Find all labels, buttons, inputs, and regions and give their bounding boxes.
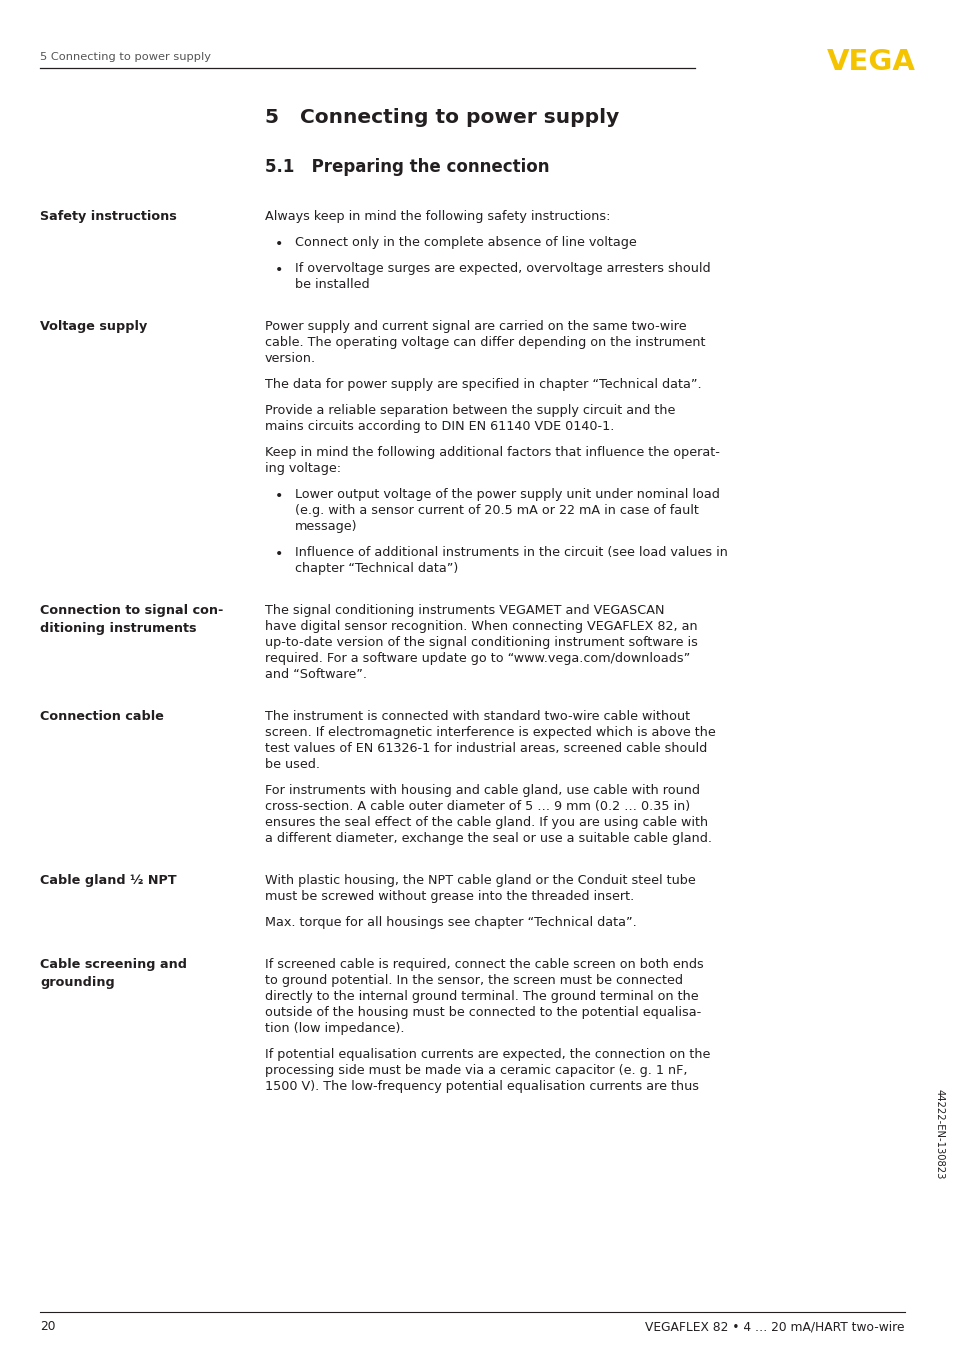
Text: (e.g. with a sensor current of 20.5 mA or 22 mA in case of fault: (e.g. with a sensor current of 20.5 mA o… [294, 504, 699, 517]
Text: must be screwed without grease into the threaded insert.: must be screwed without grease into the … [265, 890, 634, 903]
Text: and “Software”.: and “Software”. [265, 668, 367, 681]
Text: VEGA: VEGA [826, 47, 915, 76]
Text: processing side must be made via a ceramic capacitor (e. g. 1 nF,: processing side must be made via a ceram… [265, 1064, 687, 1076]
Text: VEGAFLEX 82 • 4 … 20 mA/HART two-wire: VEGAFLEX 82 • 4 … 20 mA/HART two-wire [645, 1320, 904, 1332]
Text: Connection cable: Connection cable [40, 709, 164, 723]
Text: chapter “Technical data”): chapter “Technical data”) [294, 562, 457, 575]
Text: Voltage supply: Voltage supply [40, 320, 147, 333]
Text: Influence of additional instruments in the circuit (see load values in: Influence of additional instruments in t… [294, 546, 727, 559]
Text: •: • [274, 263, 283, 278]
Text: be installed: be installed [294, 278, 369, 291]
Text: Lower output voltage of the power supply unit under nominal load: Lower output voltage of the power supply… [294, 487, 720, 501]
Text: •: • [274, 237, 283, 250]
Text: ensures the seal effect of the cable gland. If you are using cable with: ensures the seal effect of the cable gla… [265, 816, 707, 829]
Text: outside of the housing must be connected to the potential equalisa-: outside of the housing must be connected… [265, 1006, 700, 1020]
Text: Connect only in the complete absence of line voltage: Connect only in the complete absence of … [294, 236, 636, 249]
Text: 1500 V). The low-frequency potential equalisation currents are thus: 1500 V). The low-frequency potential equ… [265, 1080, 699, 1093]
Text: Power supply and current signal are carried on the same two-wire: Power supply and current signal are carr… [265, 320, 686, 333]
Text: required. For a software update go to “www.vega.com/downloads”: required. For a software update go to “w… [265, 653, 690, 665]
Text: have digital sensor recognition. When connecting VEGAFLEX 82, an: have digital sensor recognition. When co… [265, 620, 697, 634]
Text: •: • [274, 489, 283, 502]
Text: 5 Connecting to power supply: 5 Connecting to power supply [40, 51, 211, 62]
Text: Cable gland ½ NPT: Cable gland ½ NPT [40, 873, 176, 887]
Text: screen. If electromagnetic interference is expected which is above the: screen. If electromagnetic interference … [265, 726, 715, 739]
Text: be used.: be used. [265, 758, 319, 770]
Text: With plastic housing, the NPT cable gland or the Conduit steel tube: With plastic housing, the NPT cable glan… [265, 873, 695, 887]
Text: a different diameter, exchange the seal or use a suitable cable gland.: a different diameter, exchange the seal … [265, 831, 711, 845]
Text: If overvoltage surges are expected, overvoltage arresters should: If overvoltage surges are expected, over… [294, 263, 710, 275]
Text: up-to-date version of the signal conditioning instrument software is: up-to-date version of the signal conditi… [265, 636, 698, 649]
Text: cable. The operating voltage can differ depending on the instrument: cable. The operating voltage can differ … [265, 336, 705, 349]
Text: 44222-EN-130823: 44222-EN-130823 [934, 1089, 944, 1179]
Text: If screened cable is required, connect the cable screen on both ends: If screened cable is required, connect t… [265, 959, 703, 971]
Text: directly to the internal ground terminal. The ground terminal on the: directly to the internal ground terminal… [265, 990, 698, 1003]
Text: The signal conditioning instruments VEGAMET and VEGASCAN: The signal conditioning instruments VEGA… [265, 604, 664, 617]
Text: mains circuits according to DIN EN 61140 VDE 0140-1.: mains circuits according to DIN EN 61140… [265, 420, 614, 433]
Text: •: • [274, 547, 283, 561]
Text: Connection to signal con-
ditioning instruments: Connection to signal con- ditioning inst… [40, 604, 223, 635]
Text: Safety instructions: Safety instructions [40, 210, 176, 223]
Text: tion (low impedance).: tion (low impedance). [265, 1022, 404, 1034]
Text: Cable screening and
grounding: Cable screening and grounding [40, 959, 187, 988]
Text: cross-section. A cable outer diameter of 5 … 9 mm (0.2 … 0.35 in): cross-section. A cable outer diameter of… [265, 800, 689, 812]
Text: For instruments with housing and cable gland, use cable with round: For instruments with housing and cable g… [265, 784, 700, 798]
Text: 5.1   Preparing the connection: 5.1 Preparing the connection [265, 158, 549, 176]
Text: 20: 20 [40, 1320, 55, 1332]
Text: Keep in mind the following additional factors that influence the operat-: Keep in mind the following additional fa… [265, 445, 720, 459]
Text: The data for power supply are specified in chapter “Technical data”.: The data for power supply are specified … [265, 378, 700, 391]
Text: ing voltage:: ing voltage: [265, 462, 341, 475]
Text: version.: version. [265, 352, 315, 366]
Text: If potential equalisation currents are expected, the connection on the: If potential equalisation currents are e… [265, 1048, 710, 1062]
Text: test values of EN 61326-1 for industrial areas, screened cable should: test values of EN 61326-1 for industrial… [265, 742, 706, 756]
Text: Always keep in mind the following safety instructions:: Always keep in mind the following safety… [265, 210, 610, 223]
Text: message): message) [294, 520, 357, 533]
Text: The instrument is connected with standard two-wire cable without: The instrument is connected with standar… [265, 709, 689, 723]
Text: Max. torque for all housings see chapter “Technical data”.: Max. torque for all housings see chapter… [265, 917, 636, 929]
Text: to ground potential. In the sensor, the screen must be connected: to ground potential. In the sensor, the … [265, 974, 682, 987]
Text: 5   Connecting to power supply: 5 Connecting to power supply [265, 108, 618, 127]
Text: Provide a reliable separation between the supply circuit and the: Provide a reliable separation between th… [265, 403, 675, 417]
